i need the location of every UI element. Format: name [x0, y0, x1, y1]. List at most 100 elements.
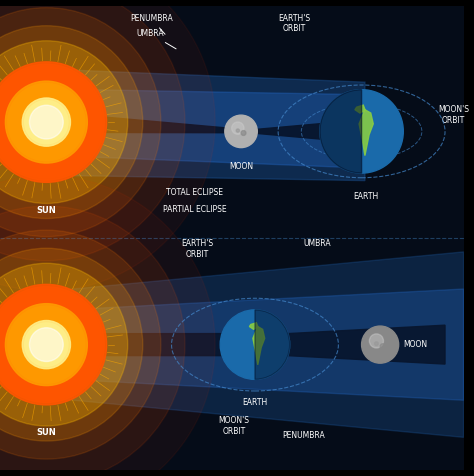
Text: UMBRA: UMBRA [137, 30, 176, 49]
Circle shape [42, 117, 51, 127]
Circle shape [0, 74, 95, 170]
Circle shape [232, 122, 244, 134]
Circle shape [25, 100, 68, 144]
Text: EARTH: EARTH [354, 192, 379, 201]
Circle shape [36, 112, 56, 132]
Circle shape [236, 129, 239, 132]
Circle shape [0, 71, 97, 173]
Text: MOON: MOON [229, 161, 253, 170]
Polygon shape [253, 327, 264, 365]
Circle shape [0, 248, 143, 441]
Circle shape [29, 105, 63, 139]
Circle shape [32, 108, 61, 137]
Circle shape [0, 62, 107, 182]
Polygon shape [46, 325, 445, 364]
Circle shape [15, 91, 78, 153]
Circle shape [0, 294, 97, 395]
Circle shape [10, 308, 82, 381]
Polygon shape [46, 289, 464, 400]
Circle shape [34, 333, 58, 357]
Polygon shape [46, 112, 365, 143]
Circle shape [25, 323, 68, 367]
Circle shape [3, 79, 90, 166]
Circle shape [0, 67, 102, 178]
Circle shape [0, 230, 161, 459]
Circle shape [15, 313, 78, 376]
Circle shape [0, 299, 92, 390]
Circle shape [44, 342, 49, 347]
Text: EARTH: EARTH [242, 398, 268, 407]
Circle shape [18, 316, 75, 374]
Polygon shape [359, 109, 373, 156]
Circle shape [0, 284, 107, 405]
Polygon shape [46, 89, 365, 168]
Circle shape [36, 335, 56, 354]
Text: PENUMBRA: PENUMBRA [282, 430, 325, 439]
Circle shape [8, 306, 85, 383]
Circle shape [42, 340, 51, 349]
Circle shape [44, 119, 49, 125]
Text: MOON'S
ORBIT: MOON'S ORBIT [219, 416, 250, 436]
Circle shape [0, 0, 185, 261]
Circle shape [0, 287, 104, 403]
Circle shape [362, 326, 399, 363]
Circle shape [20, 318, 73, 371]
Circle shape [5, 304, 87, 386]
Circle shape [20, 96, 73, 149]
Circle shape [0, 26, 143, 218]
Circle shape [0, 64, 104, 180]
Wedge shape [255, 310, 290, 379]
Text: EARTH'S
ORBIT: EARTH'S ORBIT [278, 14, 310, 33]
Circle shape [10, 86, 82, 158]
Circle shape [39, 337, 54, 352]
Circle shape [27, 103, 65, 141]
Circle shape [3, 301, 90, 388]
Text: EARTH'S
ORBIT: EARTH'S ORBIT [181, 239, 213, 259]
Circle shape [369, 334, 383, 348]
Polygon shape [46, 252, 464, 437]
Circle shape [39, 115, 54, 129]
Circle shape [8, 83, 85, 161]
Circle shape [13, 89, 80, 156]
Bar [0, 238, 464, 470]
Text: PARTIAL ECLIPSE: PARTIAL ECLIPSE [163, 205, 227, 214]
Circle shape [320, 89, 403, 173]
Circle shape [22, 98, 71, 146]
Circle shape [220, 310, 290, 379]
Circle shape [13, 311, 80, 378]
Text: SUN: SUN [36, 428, 56, 437]
Wedge shape [320, 89, 362, 173]
Circle shape [0, 297, 95, 393]
Polygon shape [355, 105, 365, 113]
Circle shape [374, 342, 378, 346]
Bar [0, 6, 464, 238]
Polygon shape [46, 69, 365, 180]
Circle shape [0, 76, 92, 168]
Text: PENUMBRA: PENUMBRA [130, 14, 173, 34]
Text: MOON: MOON [403, 340, 428, 349]
Circle shape [32, 330, 61, 359]
Circle shape [0, 292, 100, 397]
Polygon shape [249, 323, 258, 329]
Circle shape [5, 81, 87, 163]
Circle shape [29, 105, 63, 139]
Circle shape [29, 328, 63, 361]
Text: UMBRA: UMBRA [304, 239, 331, 248]
Circle shape [225, 115, 257, 148]
Circle shape [0, 289, 102, 400]
Circle shape [0, 206, 185, 476]
Circle shape [0, 263, 128, 426]
Text: TOTAL ECLIPSE: TOTAL ECLIPSE [166, 188, 223, 197]
Circle shape [0, 0, 215, 291]
Text: MOON'S
ORBIT: MOON'S ORBIT [438, 106, 469, 125]
Circle shape [241, 130, 246, 136]
Text: SUN: SUN [36, 206, 56, 215]
Circle shape [27, 325, 65, 364]
Circle shape [0, 176, 215, 476]
Circle shape [0, 8, 161, 237]
Circle shape [380, 344, 386, 349]
Circle shape [29, 328, 63, 361]
Circle shape [0, 69, 100, 175]
Circle shape [22, 320, 71, 369]
Circle shape [34, 110, 58, 134]
